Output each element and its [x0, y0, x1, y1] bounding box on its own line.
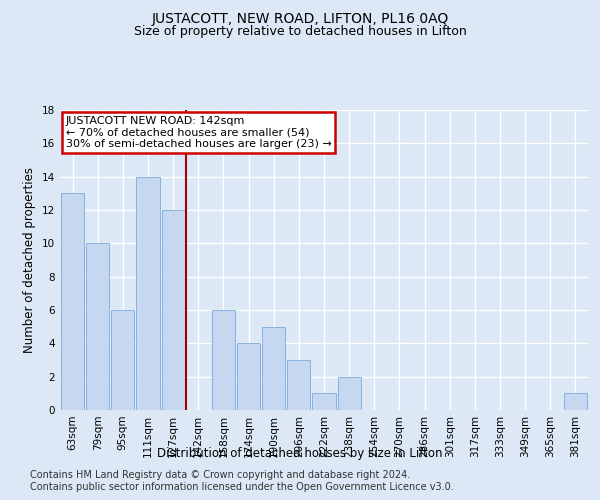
Bar	[111, 310, 134, 410]
Bar	[212, 310, 235, 410]
Text: Contains HM Land Registry data © Crown copyright and database right 2024.: Contains HM Land Registry data © Crown c…	[30, 470, 410, 480]
Text: Distribution of detached houses by size in Lifton: Distribution of detached houses by size …	[157, 448, 443, 460]
Bar	[313, 394, 335, 410]
Bar	[338, 376, 361, 410]
Bar	[136, 176, 160, 410]
Y-axis label: Number of detached properties: Number of detached properties	[23, 167, 37, 353]
Text: Contains public sector information licensed under the Open Government Licence v3: Contains public sector information licen…	[30, 482, 454, 492]
Bar	[262, 326, 285, 410]
Text: Size of property relative to detached houses in Lifton: Size of property relative to detached ho…	[134, 25, 466, 38]
Text: JUSTACOTT, NEW ROAD, LIFTON, PL16 0AQ: JUSTACOTT, NEW ROAD, LIFTON, PL16 0AQ	[151, 12, 449, 26]
Bar	[287, 360, 310, 410]
Bar	[86, 244, 109, 410]
Bar	[237, 344, 260, 410]
Bar	[61, 194, 84, 410]
Text: JUSTACOTT NEW ROAD: 142sqm
← 70% of detached houses are smaller (54)
30% of semi: JUSTACOTT NEW ROAD: 142sqm ← 70% of deta…	[65, 116, 331, 149]
Bar	[161, 210, 185, 410]
Bar	[564, 394, 587, 410]
